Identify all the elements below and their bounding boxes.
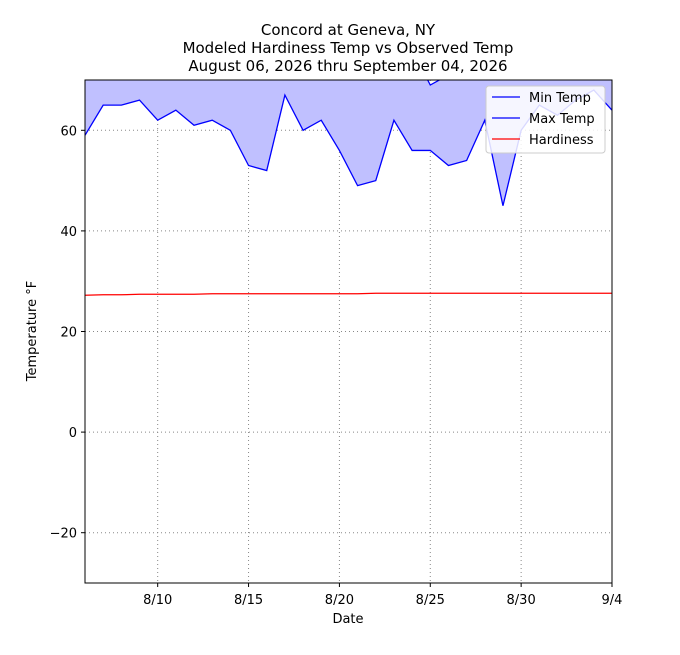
- y-tick-label: 40: [60, 225, 77, 240]
- legend-label-max-temp: Max Temp: [529, 112, 595, 127]
- legend-box: [485, 85, 606, 154]
- x-tick-label: 8/10: [143, 593, 172, 608]
- x-tick-label: 9/4: [602, 593, 623, 608]
- x-tick-label: 8/30: [507, 593, 536, 608]
- y-tick-label: 0: [69, 426, 77, 441]
- legend: Min Temp Max Temp Hardiness: [485, 85, 606, 154]
- x-tick-label: 8/15: [234, 593, 263, 608]
- hardiness-line: [85, 292, 612, 296]
- y-tick-label: 20: [60, 326, 77, 341]
- x-tick-label: 8/25: [416, 593, 445, 608]
- chart-title-line-2: Modeled Hardiness Temp vs Observed Temp: [183, 39, 514, 57]
- y-tick-label: −20: [50, 527, 77, 542]
- legend-label-min-temp: Min Temp: [529, 91, 591, 106]
- x-tick-label: 8/20: [325, 593, 354, 608]
- chart-title-line-3: August 06, 2026 thru September 04, 2026: [188, 57, 507, 75]
- x-axis-ticks: 8/10 8/15 8/20 8/25 8/30 9/4: [143, 583, 622, 608]
- y-axis-label: Temperature °F: [25, 281, 40, 382]
- x-axis-label: Date: [332, 612, 363, 627]
- chart-title-line-1: Concord at Geneva, NY: [261, 21, 436, 39]
- legend-label-hardiness: Hardiness: [529, 133, 594, 148]
- y-tick-label: 60: [60, 124, 77, 139]
- min-max-temperature-band: [85, 80, 612, 206]
- y-axis-ticks: −20 0 20 40 60: [50, 124, 85, 542]
